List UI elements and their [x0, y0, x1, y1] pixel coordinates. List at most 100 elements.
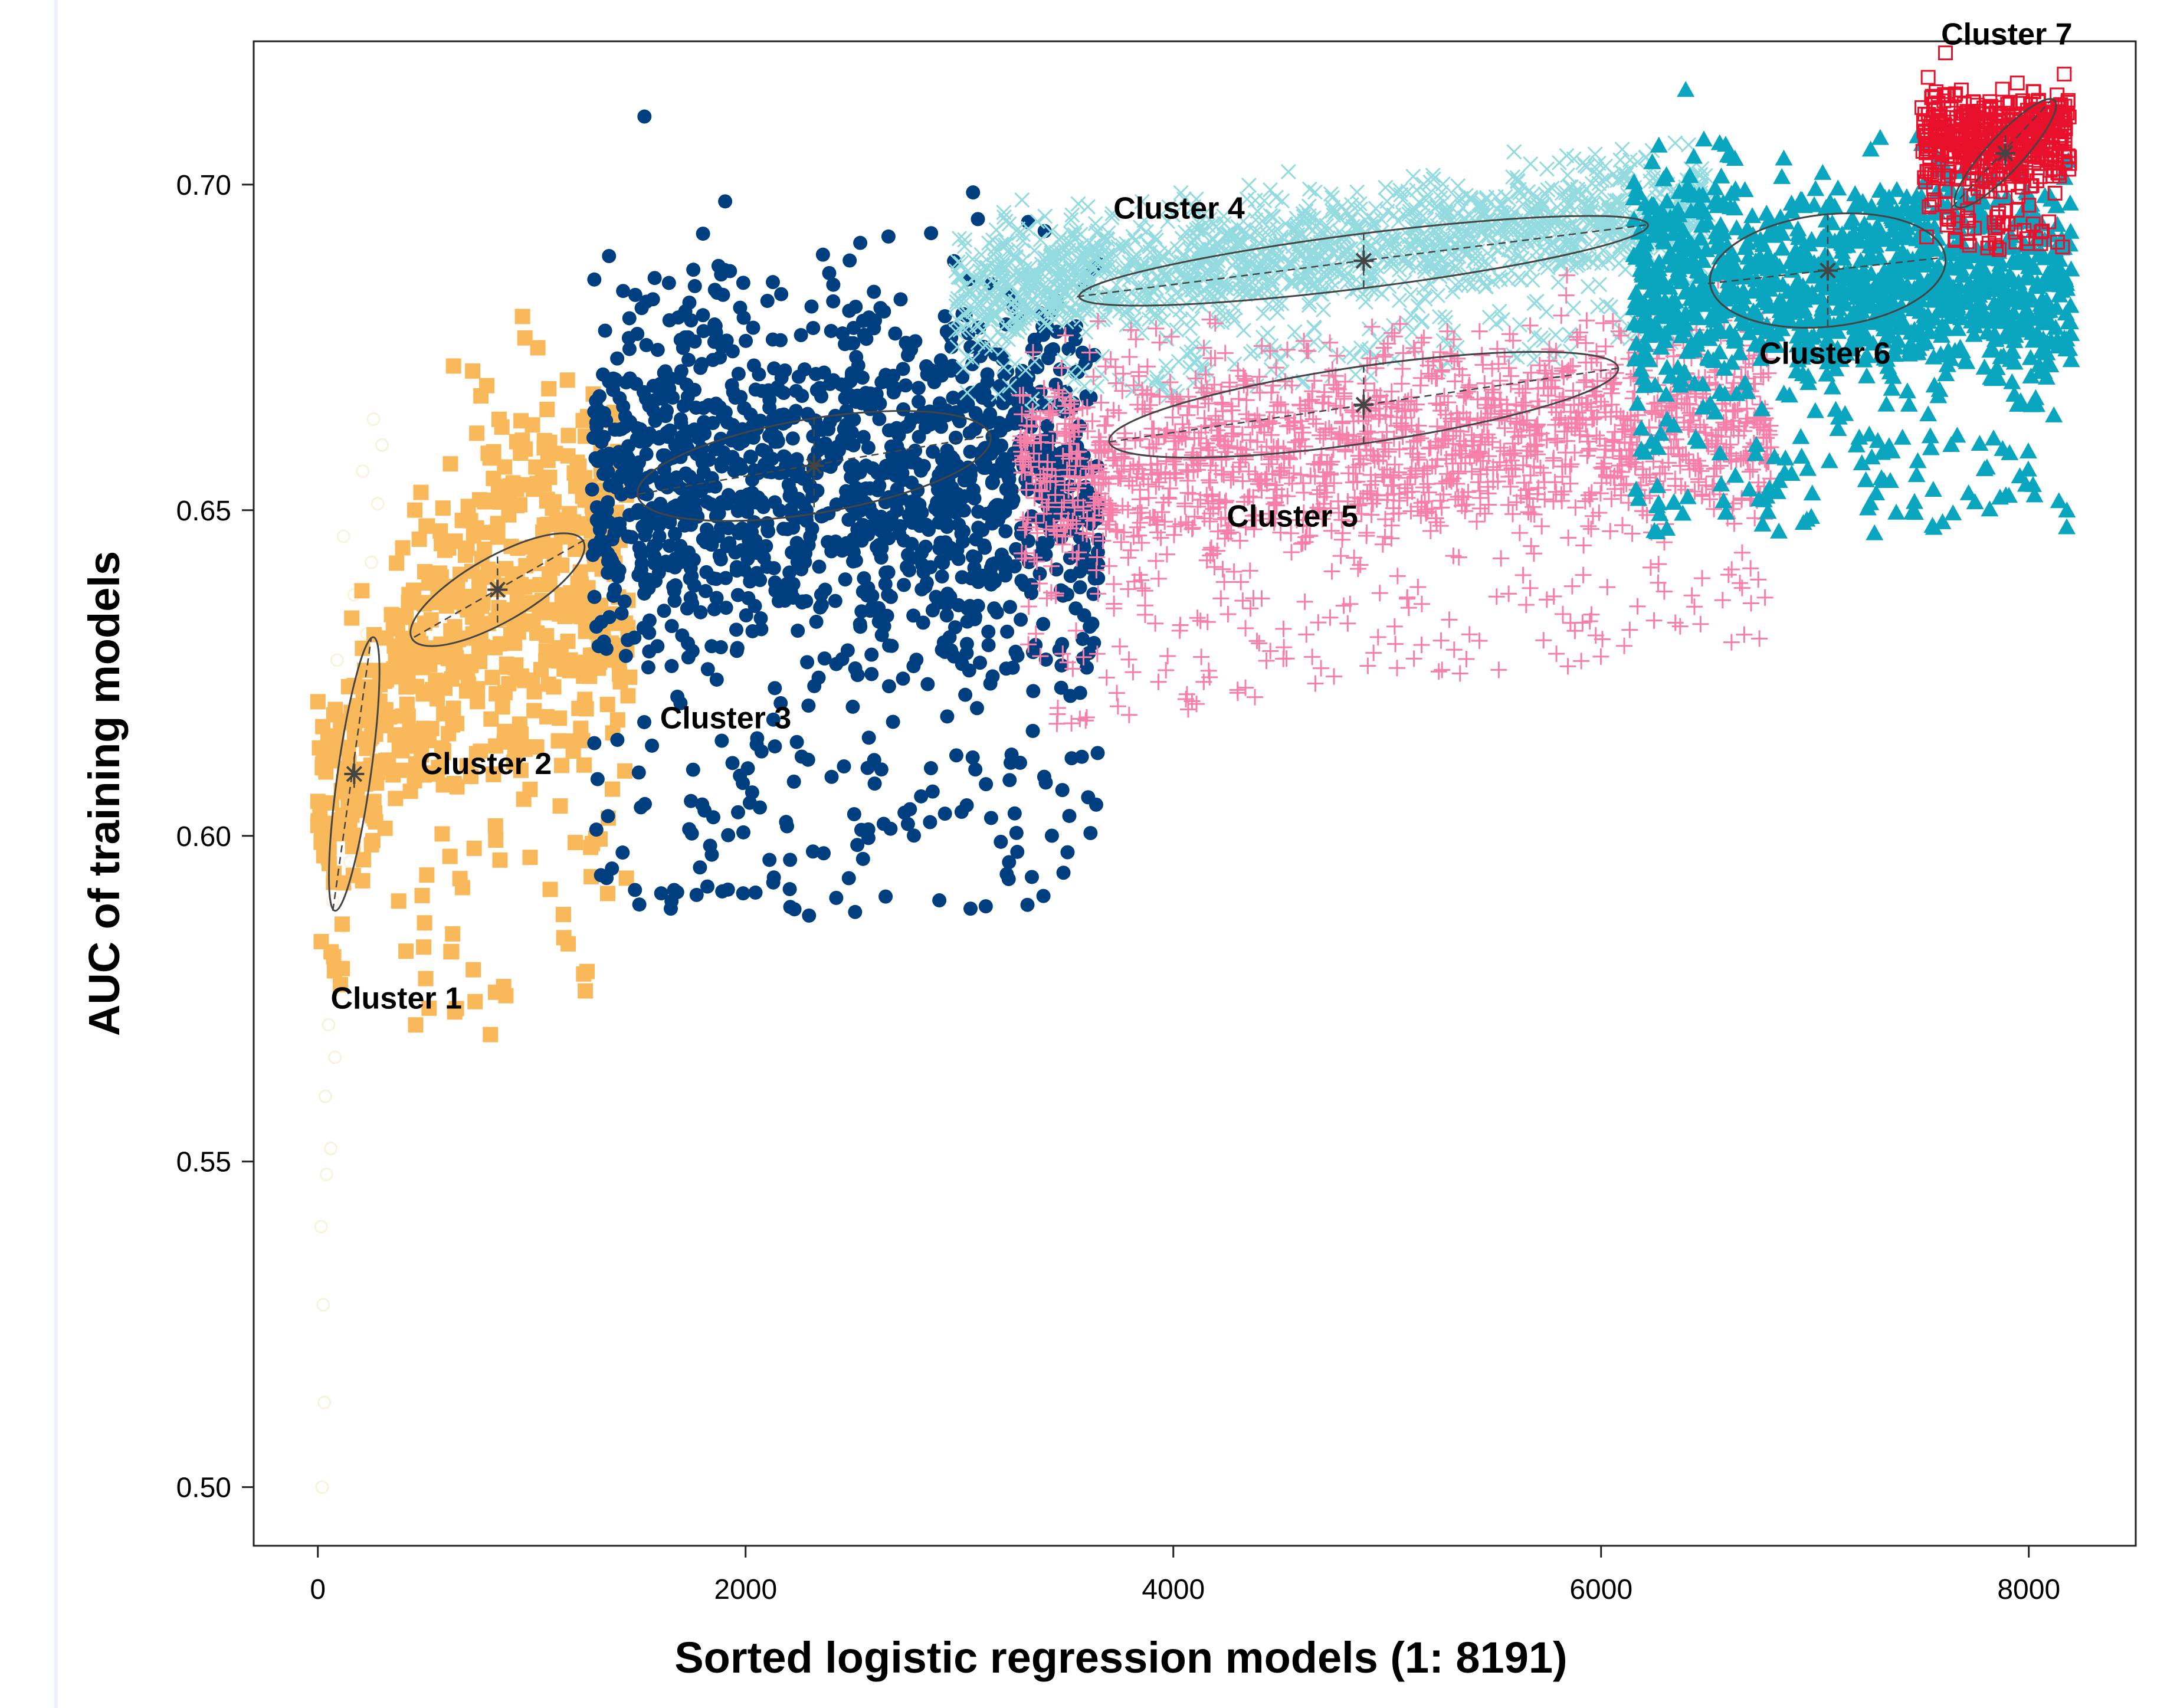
data-point [539, 628, 555, 644]
data-point [1369, 628, 1386, 645]
data-point [631, 765, 646, 780]
data-points [310, 45, 2080, 1494]
data-point [1504, 506, 1522, 523]
data-point [983, 676, 998, 691]
data-point [1409, 182, 1425, 198]
data-point [847, 412, 861, 427]
data-point [356, 852, 372, 868]
data-point [465, 363, 481, 379]
data-point [728, 391, 743, 405]
data-point [1319, 484, 1336, 501]
data-point [1249, 285, 1265, 301]
data-point [477, 541, 493, 557]
data-point [673, 412, 688, 427]
data-point [687, 278, 702, 293]
data-point [447, 533, 463, 549]
data-point [736, 276, 750, 290]
data-point [684, 794, 699, 808]
data-point [1000, 624, 1015, 639]
data-point [730, 588, 745, 602]
data-point [587, 272, 602, 287]
data-point [1553, 307, 1570, 324]
data-point [920, 677, 935, 691]
data-point [1040, 535, 1055, 550]
data-point [539, 709, 555, 724]
data-point [736, 886, 750, 901]
data-point [645, 292, 660, 307]
data-point [556, 930, 572, 946]
data-point [1562, 343, 1579, 359]
data-point [1237, 619, 1254, 637]
data-point [686, 263, 701, 277]
data-point [772, 503, 787, 518]
series-cluster-3 [585, 109, 1106, 923]
data-point [1612, 311, 1628, 327]
data-point [1751, 630, 1768, 647]
data-point [789, 404, 804, 418]
data-point [479, 524, 495, 540]
data-point [421, 1000, 437, 1016]
data-point [1565, 300, 1582, 316]
data-point [517, 673, 533, 689]
data-point [548, 445, 563, 461]
data-point [1413, 637, 1430, 654]
data-point [422, 657, 438, 673]
data-point [801, 537, 816, 552]
data-point [487, 818, 503, 834]
data-point [1159, 648, 1176, 665]
data-point [1517, 596, 1535, 614]
data-point [939, 608, 954, 623]
data-point [770, 381, 785, 395]
data-point [975, 523, 990, 537]
data-point [486, 766, 501, 782]
data-point [795, 388, 809, 403]
data-point [734, 461, 749, 476]
data-point [1005, 660, 1020, 675]
data-point [812, 381, 827, 395]
data-point [1002, 773, 1017, 788]
data-point [935, 452, 949, 467]
data-point [731, 366, 746, 381]
data-point [661, 276, 676, 290]
data-point [1025, 723, 1040, 738]
data-point [706, 416, 720, 431]
data-point [720, 882, 735, 897]
data-point [882, 638, 897, 653]
data-point [1413, 595, 1430, 612]
data-point [417, 564, 433, 580]
data-point [1595, 314, 1612, 332]
data-point [795, 594, 810, 609]
data-point [855, 371, 870, 385]
data-point [774, 287, 789, 301]
data-point [356, 464, 370, 478]
data-point [1036, 617, 1051, 631]
data-point [681, 424, 696, 439]
data-point [752, 800, 767, 815]
data-point [844, 425, 859, 440]
data-point [631, 568, 646, 582]
data-point [1420, 187, 1436, 203]
data-point [316, 1298, 330, 1312]
data-point [714, 733, 729, 748]
data-point [1419, 476, 1436, 493]
data-point [599, 641, 614, 656]
data-point [501, 676, 517, 691]
data-point [876, 817, 891, 831]
data-point [700, 879, 715, 894]
data-point [1125, 664, 1142, 681]
data-point [1037, 208, 1053, 224]
data-point [653, 497, 668, 512]
data-point [687, 578, 701, 593]
data-point [585, 482, 599, 497]
data-point [599, 697, 615, 713]
data-point [713, 350, 727, 365]
data-point [940, 586, 955, 601]
data-point [452, 871, 468, 887]
data-point [1136, 582, 1153, 599]
data-point [524, 417, 540, 433]
data-point [1012, 755, 1027, 770]
data-point [469, 425, 485, 441]
data-point [863, 519, 878, 534]
data-point [1548, 327, 1563, 343]
data-point [872, 537, 887, 552]
